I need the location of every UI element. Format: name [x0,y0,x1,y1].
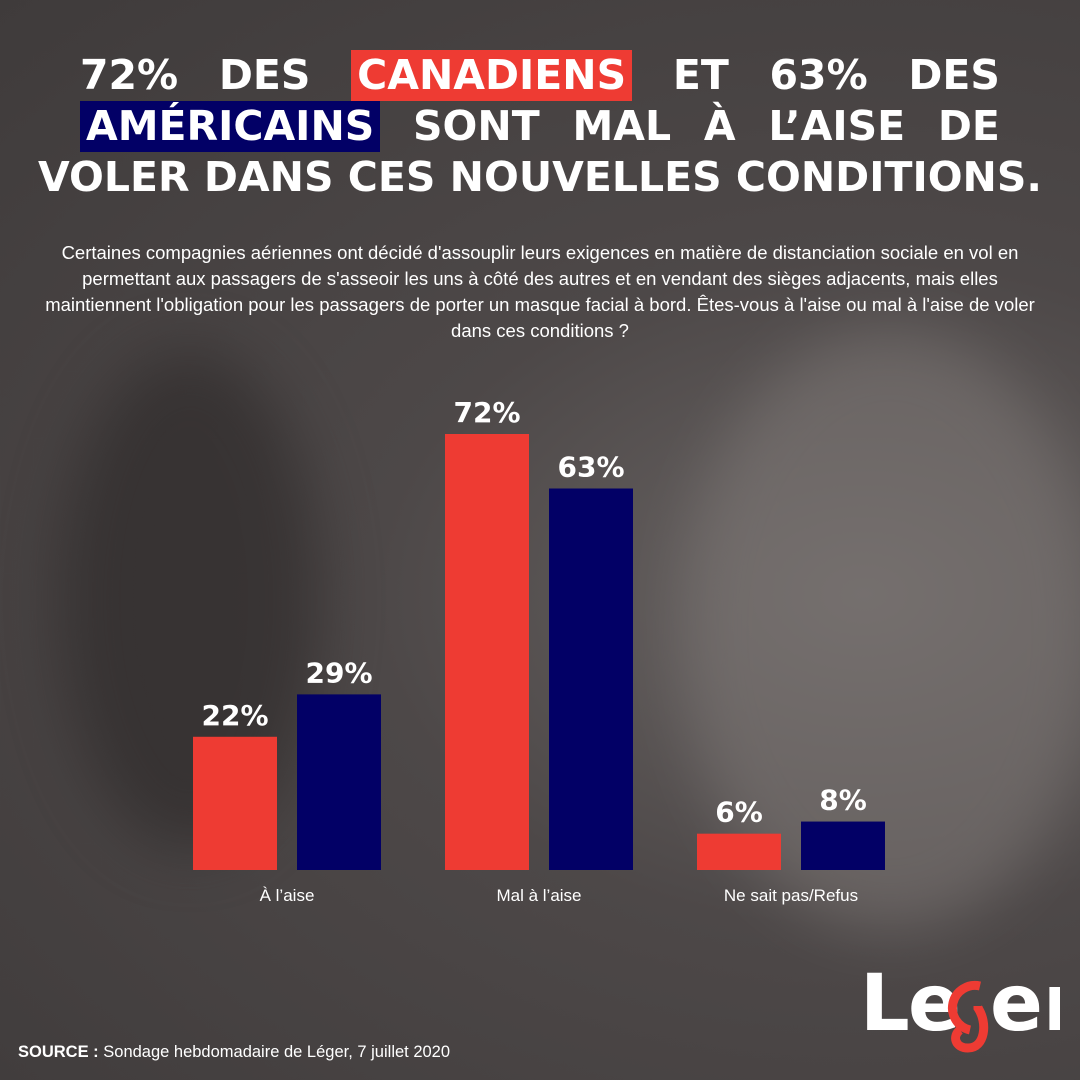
headline-word: VOLER DANS CES NOUVELLES CONDITIONS. [38,153,1042,201]
svg-text:er: er [990,959,1060,1049]
data-label: 22% [201,699,268,732]
headline-word: SONT [413,102,540,150]
data-label: 29% [305,656,372,689]
headline-word: DE [937,102,1000,150]
headline-word: 72% [80,51,179,99]
bar [297,694,381,870]
headline-word: DES [218,51,311,99]
headline-highlight-navy: AMÉRICAINS [80,101,381,152]
data-label: 8% [819,784,867,817]
svg-text:L: L [860,959,910,1049]
bar [697,833,781,870]
bar [445,434,529,870]
headline-highlight-red: CANADIENS [351,50,633,101]
source-text: Sondage hebdomadaire de Léger, 7 juillet… [98,1043,451,1061]
bar [193,736,277,870]
bar [801,821,885,870]
data-label: 6% [715,796,763,829]
headline-line: 72% DES CANADIENS ET 63% DES [80,50,1000,101]
source-label: SOURCE : [18,1043,99,1061]
headline-word: DES [908,51,1000,99]
headline-word: À [703,102,736,150]
category-label: Ne sait pas/Refus [724,886,858,905]
headline-word: ET [672,51,729,99]
headline: 72% DES CANADIENS ET 63% DES AMÉRICAINS SONT MAL… [38,50,1042,203]
survey-question: Certaines compagnies aériennes ont décid… [45,242,1035,341]
leger-logo: L e er [860,959,1060,1053]
data-label: 63% [557,451,624,484]
headline-line: AMÉRICAINS SONT MAL À L’AISE DE [80,101,1000,152]
headline-word: L’AISE [768,102,906,150]
category-label: À l’aise [260,886,315,905]
category-label: Mal à l’aise [496,886,581,905]
headline-word: 63% [769,51,868,99]
headline-line: VOLER DANS CES NOUVELLES CONDITIONS. [38,152,1042,203]
source-note: SOURCE : Sondage hebdomadaire de Léger, … [18,1043,450,1062]
bar [549,488,633,870]
headline-word: MAL [572,102,672,150]
data-label: 72% [453,396,520,429]
